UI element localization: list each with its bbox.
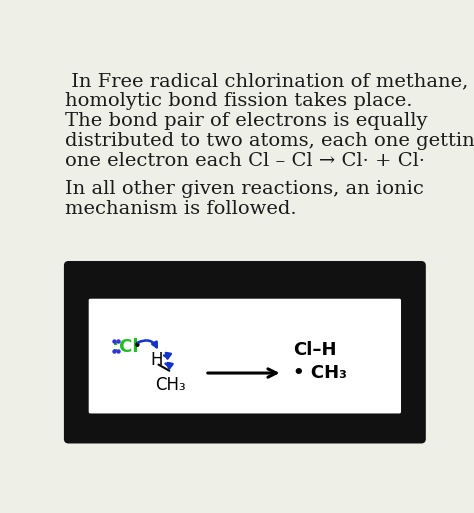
Text: Cl–H: Cl–H <box>293 341 337 359</box>
Text: •: • <box>133 339 142 353</box>
FancyBboxPatch shape <box>64 261 426 443</box>
FancyBboxPatch shape <box>89 299 401 413</box>
FancyArrowPatch shape <box>164 353 171 359</box>
Text: The bond pair of electrons is equally: The bond pair of electrons is equally <box>65 112 428 130</box>
Text: homolytic bond fission takes place.: homolytic bond fission takes place. <box>65 92 413 110</box>
Text: • CH₃: • CH₃ <box>293 364 347 382</box>
Text: In all other given reactions, an ionic: In all other given reactions, an ionic <box>65 180 424 198</box>
FancyArrowPatch shape <box>165 363 173 368</box>
Text: CH₃: CH₃ <box>155 376 186 394</box>
FancyArrowPatch shape <box>138 341 157 347</box>
Text: distributed to two atoms, each one getting: distributed to two atoms, each one getti… <box>65 132 474 150</box>
Text: one electron each Cl – Cl → Cl· + Cl·: one electron each Cl – Cl → Cl· + Cl· <box>65 152 426 170</box>
Text: :Cl: :Cl <box>112 338 138 356</box>
Text: In Free radical chlorination of methane,: In Free radical chlorination of methane, <box>65 72 469 90</box>
Text: H: H <box>151 351 163 369</box>
Text: mechanism is followed.: mechanism is followed. <box>65 200 297 218</box>
